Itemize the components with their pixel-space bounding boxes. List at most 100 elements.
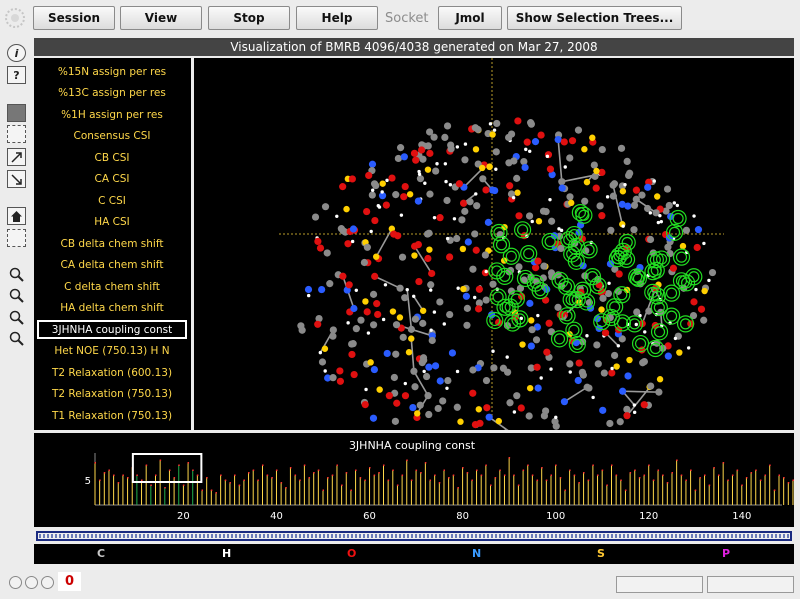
- menu-item[interactable]: CB delta chem shift: [60, 237, 164, 250]
- bar-tip: [559, 477, 562, 479]
- bar-tip: [466, 472, 469, 474]
- menu-item[interactable]: %1H assign per res: [61, 108, 163, 121]
- zoom-out-x-icon[interactable]: [7, 330, 26, 348]
- jmol-button[interactable]: Jmol: [438, 6, 502, 30]
- bar-tip: [624, 489, 627, 491]
- bar-tip: [476, 469, 478, 471]
- coupling-const-plot[interactable]: 3JHNHA coupling const 20 40 60 80 100 120 140 5: [34, 433, 799, 527]
- bar-tip: [382, 464, 385, 466]
- menu-item[interactable]: CB CSI: [94, 151, 130, 164]
- menu-item[interactable]: C delta chem shift: [64, 280, 160, 293]
- bar-tip: [643, 474, 646, 476]
- bar-tip: [220, 474, 222, 476]
- molecule-viewer[interactable]: [194, 58, 794, 430]
- bar-tip: [285, 487, 287, 489]
- bar-tip: [359, 477, 362, 479]
- molecule-structure[interactable]: [194, 58, 794, 430]
- menu-item[interactable]: CA delta chem shift: [60, 259, 164, 271]
- bar-tip: [369, 467, 371, 469]
- bar-tip: [750, 472, 753, 474]
- bar-tip: [373, 474, 376, 476]
- bar-tip: [234, 474, 236, 476]
- menu-item[interactable]: %13C assign per res: [58, 87, 166, 99]
- view-button[interactable]: View: [120, 6, 202, 30]
- bar-tip: [434, 474, 436, 476]
- bar-tip: [448, 477, 450, 479]
- zoom-in-x-icon[interactable]: [7, 287, 26, 305]
- status-field-2: [707, 576, 794, 593]
- bar-tip: [159, 459, 162, 461]
- help-icon[interactable]: ?: [7, 66, 26, 84]
- bar-tip: [508, 457, 511, 459]
- selection-box[interactable]: [131, 453, 203, 483]
- info-icon[interactable]: i: [7, 44, 26, 62]
- x-tick-label: 20: [177, 511, 190, 522]
- bar-tip: [103, 472, 106, 474]
- bar-tip: [355, 469, 357, 471]
- bar-tip: [503, 474, 506, 476]
- help-button[interactable]: Help: [296, 6, 378, 30]
- bar-tip: [755, 469, 757, 471]
- bar-tip: [452, 474, 455, 476]
- bar-tip: [666, 482, 669, 484]
- select-all-icon[interactable]: [7, 104, 26, 122]
- session-button[interactable]: Session: [33, 6, 115, 30]
- zoom-in-icon[interactable]: [7, 266, 26, 284]
- bar-tip: [685, 479, 687, 481]
- bar-tip: [620, 479, 622, 481]
- bar-tip: [731, 474, 734, 476]
- menu-item[interactable]: CA CSI: [94, 173, 130, 185]
- home-icon[interactable]: [7, 207, 26, 225]
- menu-item[interactable]: Het NOE (750.13) H N: [54, 345, 170, 357]
- bar-tip: [527, 464, 529, 466]
- stop-button[interactable]: Stop: [208, 6, 290, 30]
- select-region-icon[interactable]: [7, 125, 26, 143]
- menu-item[interactable]: C CSI: [98, 194, 126, 207]
- bar-tip: [657, 469, 660, 471]
- menu-item[interactable]: HA delta chem shift: [60, 302, 164, 314]
- bar-tip: [192, 469, 194, 471]
- menu-item[interactable]: T2 Relaxation (750.13): [51, 388, 173, 400]
- bar-tip: [592, 464, 594, 466]
- bar-tip: [457, 487, 459, 489]
- menu-item[interactable]: %15N assign per res: [57, 65, 167, 78]
- bar-tip: [406, 459, 408, 461]
- bar-tip: [517, 484, 520, 486]
- bar-tip: [522, 469, 525, 471]
- bar-tip: [680, 474, 683, 476]
- bar-tip: [168, 469, 171, 471]
- menu-item[interactable]: T1 Relaxation (750.13): [51, 409, 173, 422]
- bar-tip: [262, 464, 264, 466]
- bar-tip: [206, 477, 208, 479]
- bar-tip: [424, 462, 427, 464]
- menu-item[interactable]: Consensus CSI: [73, 130, 151, 142]
- bar-tip: [187, 462, 190, 464]
- legend-label: S: [597, 547, 605, 560]
- menu-item[interactable]: 3JHNHA coupling const: [37, 320, 187, 339]
- legend-label: C: [97, 547, 106, 560]
- bar-tip: [378, 472, 380, 474]
- bar-tip: [615, 474, 618, 476]
- show-selection-trees-button[interactable]: Show Selection Trees...: [507, 6, 682, 30]
- residue-scrollbar[interactable]: [36, 531, 792, 541]
- status-light-3: [41, 576, 54, 589]
- bar-tip: [573, 474, 576, 476]
- bar-tip: [313, 472, 315, 474]
- bar-tip: [294, 474, 297, 476]
- zoom-region-icon[interactable]: [7, 229, 26, 247]
- bar-tip: [99, 479, 101, 481]
- bar-tip: [648, 464, 650, 466]
- zoom-out-icon[interactable]: [7, 309, 26, 327]
- bar-chart[interactable]: 3JHNHA coupling const 20 40 60 80 100 120 140 5: [34, 433, 799, 527]
- chart-title: 3JHNHA coupling const: [349, 439, 476, 452]
- shrink-icon[interactable]: [7, 170, 26, 188]
- bar-tip: [252, 469, 255, 471]
- expand-icon[interactable]: [7, 148, 26, 166]
- bar-tip: [759, 479, 762, 481]
- menu-item[interactable]: HA CSI: [94, 216, 130, 228]
- status-field-1: [616, 576, 703, 593]
- bar-tip: [773, 489, 776, 491]
- bar-tip: [587, 479, 590, 481]
- x-tick-label: 60: [363, 511, 376, 522]
- menu-item[interactable]: T2 Relaxation (600.13): [51, 366, 173, 379]
